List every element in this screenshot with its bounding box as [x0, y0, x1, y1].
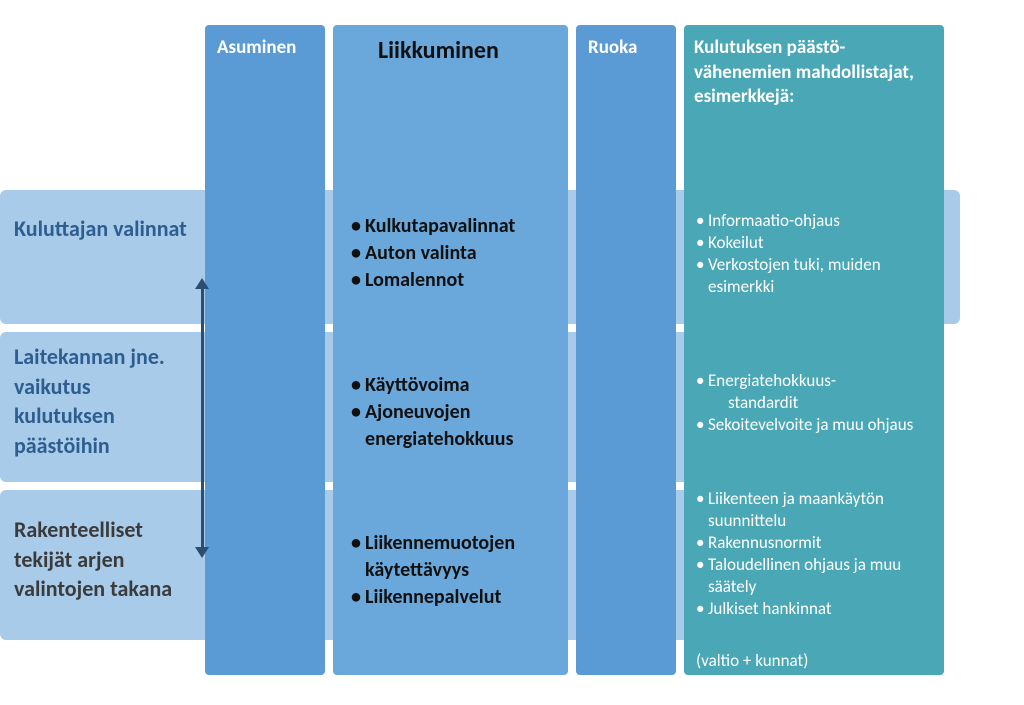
enabler-item: Energiatehokkuus-standardit: [696, 370, 942, 414]
enabler-item: Sekoitevelvoite ja muu ohjaus: [696, 414, 942, 436]
enablers-block2: Energiatehokkuus-standarditSekoitevelvoi…: [696, 370, 942, 436]
enabler-item: Verkostojen tuki, muiden esimerkki: [696, 254, 942, 298]
bullet-item: Lomalennot: [351, 267, 562, 294]
row-label-consumer: Kuluttajan valinnat: [14, 214, 194, 244]
header-liikkuminen: Liikkuminen: [378, 36, 595, 65]
enabler-item: Informaatio-ohjaus: [696, 210, 942, 232]
enabler-item: Kokeilut: [696, 232, 942, 254]
bullet-item: Liikennemuotojen käytettävyys: [351, 530, 562, 584]
enablers-block3: Liikenteen ja maankäytön suunnitteluRake…: [696, 488, 942, 621]
enablers-block1: Informaatio-ohjausKokeilutVerkostojen tu…: [696, 210, 942, 298]
row-label-structural: Rakenteelliset tekijät arjen valintojen …: [14, 515, 194, 604]
column-asuminen: [205, 25, 325, 675]
bullet-item: Liikennepalvelut: [351, 584, 562, 611]
header-asuminen: Asuminen: [217, 36, 319, 59]
enabler-item: Julkiset hankinnat: [696, 598, 942, 620]
bullet-item: Auton valinta: [351, 240, 562, 267]
bullet-item: Kulkutapavalinnat: [351, 213, 562, 240]
bullet-item: Ajoneuvojen energiatehokkuus: [351, 399, 562, 453]
enabler-item: Taloudellinen ohjaus ja muu säätely: [696, 554, 942, 598]
row-label-equipment: Laitekannan jne. vaikutus kulutuksen pää…: [14, 342, 194, 461]
enabler-item: Liikenteen ja maankäytön suunnittelu: [696, 488, 942, 532]
cell-liikkuminen-r3: Liikennemuotojen käytettävyysLiikennepal…: [351, 530, 562, 611]
cell-liikkuminen-r2: KäyttövoimaAjoneuvojen energiatehokkuus: [351, 372, 562, 453]
column-ruoka: [576, 25, 676, 675]
header-enablers: Kulutuksen päästö-vähenemien mahdollista…: [694, 36, 938, 110]
header-ruoka: Ruoka: [588, 36, 670, 59]
enablers-footer: (valtio + kunnat): [696, 650, 808, 671]
cell-liikkuminen-r1: KulkutapavalinnatAuton valintaLomalennot: [351, 213, 562, 294]
bullet-item: Käyttövoima: [351, 372, 562, 399]
enabler-item: Rakennusnormit: [696, 532, 942, 554]
